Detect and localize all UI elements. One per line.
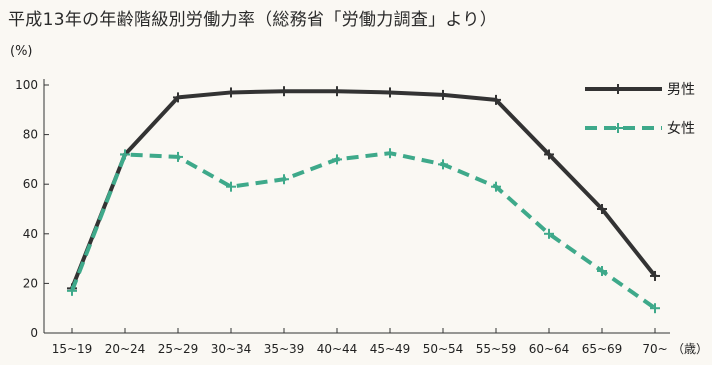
y-tick-label: 0 <box>30 326 38 340</box>
series-line-0 <box>70 89 657 290</box>
chart-title: 平成13年の年齢階級別労働力率（総務省「労働力調査」より） <box>8 10 497 30</box>
x-tick-label: 30~34 <box>211 342 252 356</box>
x-tick-label: 50~54 <box>423 342 464 356</box>
x-tick-label: 35~39 <box>264 342 305 356</box>
x-tick-label: 70~ <box>642 342 667 356</box>
y-axis-label: (%) <box>10 44 33 59</box>
legend-label-0: 男性 <box>667 82 695 98</box>
x-tick-label: 20~24 <box>105 342 146 356</box>
x-tick-label: 40~44 <box>317 342 358 356</box>
x-tick-label: 25~29 <box>158 342 199 356</box>
series-line-1 <box>70 151 657 310</box>
y-tick-label: 20 <box>23 276 38 290</box>
legend-label-1: 女性 <box>667 120 695 137</box>
y-tick-label: 100 <box>15 78 38 92</box>
x-tick-label: 60~64 <box>529 342 570 356</box>
x-axis-unit-label: （歳） <box>672 342 708 356</box>
y-tick-label: 80 <box>23 128 38 142</box>
x-tick-label: 15~19 <box>52 342 93 356</box>
x-tick-label: 65~69 <box>582 342 623 356</box>
y-tick-label: 60 <box>23 177 38 191</box>
x-tick-label: 45~49 <box>370 342 411 356</box>
x-tick-label: 55~59 <box>476 342 517 356</box>
y-tick-label: 40 <box>23 227 38 241</box>
